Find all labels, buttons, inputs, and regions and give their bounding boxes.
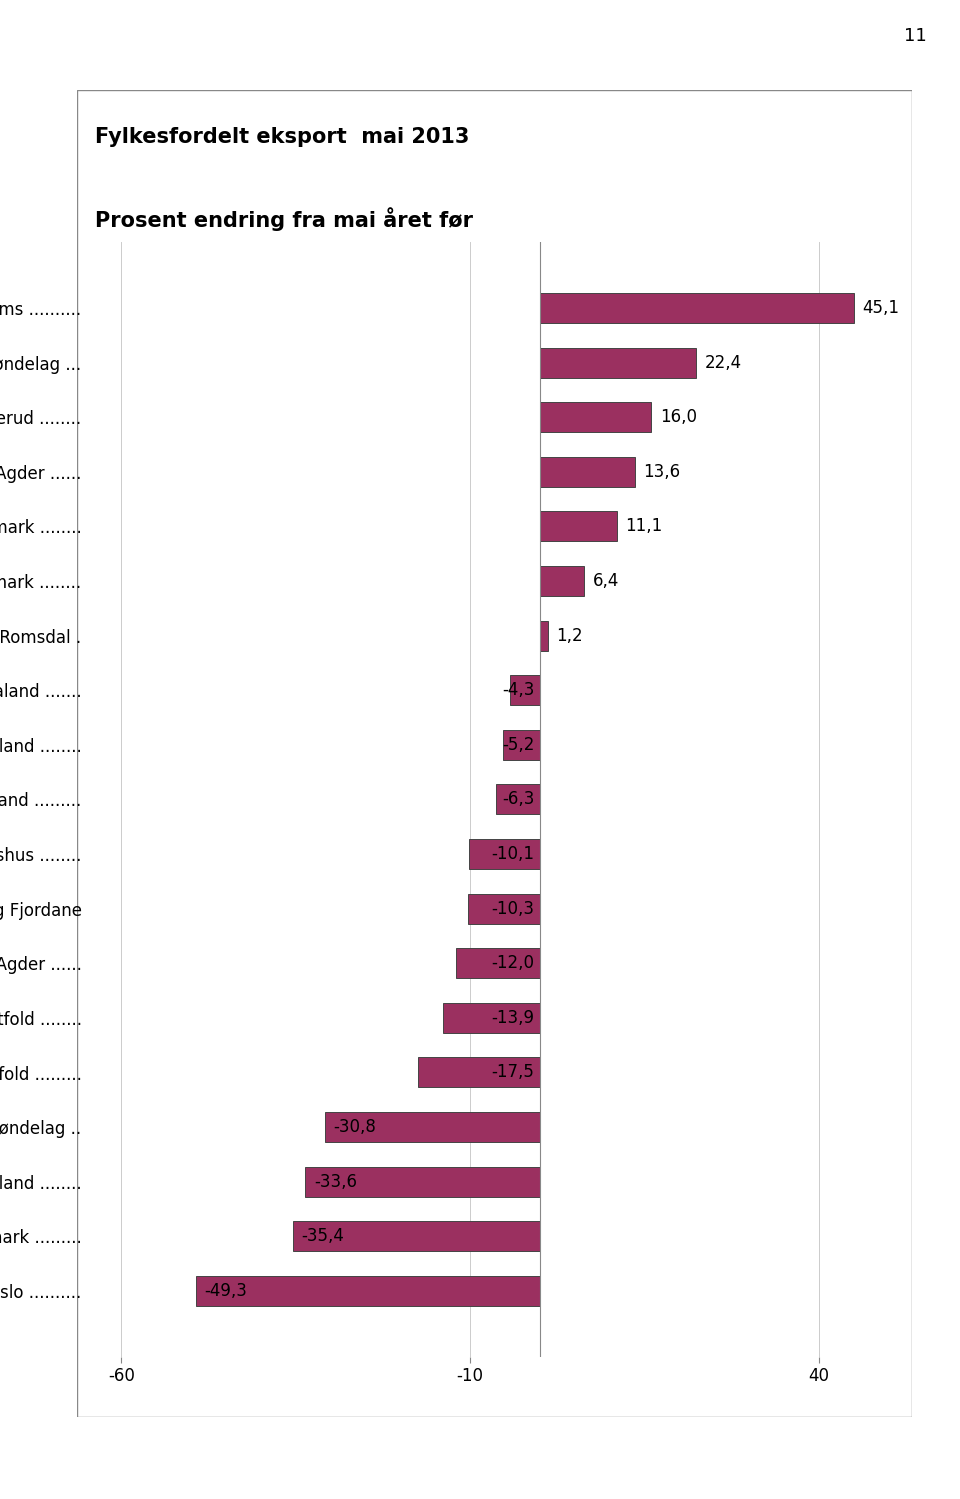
Text: -12,0: -12,0 [492, 955, 534, 973]
Text: -17,5: -17,5 [492, 1063, 534, 1081]
Text: -13,9: -13,9 [492, 1009, 534, 1027]
Bar [305, 1166, 540, 1196]
Text: -5,2: -5,2 [502, 736, 534, 754]
Bar [293, 1222, 540, 1252]
Text: -35,4: -35,4 [301, 1228, 344, 1246]
Bar [196, 1276, 540, 1306]
Text: -33,6: -33,6 [314, 1172, 357, 1190]
Text: 13,6: 13,6 [643, 463, 680, 481]
Bar [540, 457, 635, 487]
Bar [495, 784, 540, 814]
Text: -6,3: -6,3 [502, 790, 534, 808]
Bar [443, 1003, 540, 1033]
Text: -10,1: -10,1 [492, 845, 534, 863]
Bar [418, 1057, 540, 1087]
Bar [510, 675, 540, 705]
Bar [468, 893, 540, 923]
Bar [324, 1112, 540, 1142]
Text: 16,0: 16,0 [660, 408, 697, 426]
Text: 11,1: 11,1 [626, 517, 662, 535]
Text: -10,3: -10,3 [492, 899, 534, 917]
Bar [540, 511, 617, 541]
Bar [469, 839, 540, 869]
Text: 45,1: 45,1 [863, 298, 900, 316]
Text: Prosent endring fra mai året før: Prosent endring fra mai året før [94, 207, 472, 231]
Text: 22,4: 22,4 [705, 354, 741, 372]
Bar [540, 402, 651, 432]
Bar [540, 621, 548, 651]
Text: 1,2: 1,2 [557, 627, 583, 645]
Bar [456, 949, 540, 979]
Text: -30,8: -30,8 [333, 1118, 376, 1136]
Text: 11: 11 [903, 27, 926, 45]
Text: -4,3: -4,3 [502, 681, 534, 699]
Bar [540, 567, 585, 597]
Text: -49,3: -49,3 [204, 1282, 247, 1300]
Bar [540, 348, 696, 378]
Text: 6,4: 6,4 [592, 573, 619, 591]
Bar [540, 292, 854, 322]
Bar [503, 730, 540, 760]
Text: Fylkesfordelt eksport  mai 2013: Fylkesfordelt eksport mai 2013 [94, 127, 468, 147]
